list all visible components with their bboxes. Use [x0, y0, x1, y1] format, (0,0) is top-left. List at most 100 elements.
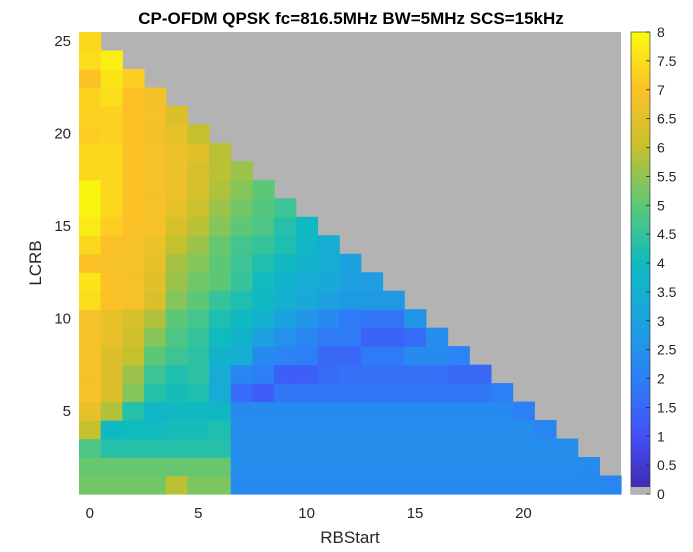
heatmap-cell — [144, 105, 167, 125]
heatmap-cell — [122, 161, 145, 181]
heatmap-cell — [144, 346, 167, 366]
heatmap-cell — [144, 142, 167, 162]
heatmap-cell — [122, 457, 145, 477]
heatmap-cell — [100, 124, 123, 144]
heatmap-cell — [79, 346, 102, 366]
heatmap-cell — [360, 383, 384, 403]
heatmap-cell — [79, 87, 102, 107]
heatmap-cell — [165, 142, 188, 162]
heatmap-cell — [144, 383, 167, 403]
heatmap-cell — [79, 327, 102, 347]
heatmap-cell — [295, 475, 319, 495]
heatmap-cell — [209, 475, 232, 495]
heatmap-cell — [100, 438, 123, 458]
heatmap-cell — [79, 50, 102, 70]
heatmap-cell — [447, 364, 470, 384]
heatmap-cell — [230, 198, 254, 218]
heatmap-cell — [144, 401, 167, 421]
heatmap-cell — [339, 475, 362, 495]
heatmap-cell — [295, 383, 319, 403]
heatmap-cell — [100, 401, 123, 421]
heatmap-cell — [79, 364, 102, 384]
heatmap-cell — [79, 272, 102, 292]
heatmap-cell — [512, 438, 535, 458]
x-axis-label: RBStart — [320, 528, 380, 547]
heatmap-cell — [295, 253, 319, 273]
heatmap-cell — [165, 327, 188, 347]
heatmap-cell — [317, 364, 340, 384]
heatmap-cell — [122, 216, 145, 236]
heatmap-cell — [209, 290, 232, 310]
heatmap-cell — [230, 161, 254, 181]
heatmap-cell — [122, 420, 145, 440]
heatmap-cell — [230, 327, 254, 347]
heatmap-cell — [79, 235, 102, 255]
heatmap-cell — [404, 457, 427, 477]
heatmap-cell — [469, 438, 492, 458]
heatmap-cell — [295, 346, 319, 366]
heatmap-cell — [490, 475, 514, 495]
heatmap-cell — [339, 364, 362, 384]
heatmap-cell — [209, 327, 232, 347]
heatmap-cell — [122, 235, 145, 255]
heatmap-cell — [230, 438, 254, 458]
colorbar-tick-label: 2 — [657, 371, 665, 387]
heatmap-cell — [339, 401, 362, 421]
heatmap-cell — [230, 309, 254, 329]
colorbar-tick-label: 3.5 — [657, 284, 677, 300]
heatmap-cell — [144, 235, 167, 255]
heatmap-cell — [317, 235, 340, 255]
heatmap-cell — [100, 87, 123, 107]
heatmap-cell — [274, 475, 297, 495]
heatmap-cell — [295, 401, 319, 421]
heatmap-cell — [165, 420, 188, 440]
heatmap-cell — [230, 420, 254, 440]
heatmap-cell — [317, 309, 340, 329]
heatmap-cell — [122, 364, 145, 384]
heatmap-cell — [100, 198, 123, 218]
heatmap-cell — [165, 401, 188, 421]
heatmap-cell — [360, 290, 384, 310]
heatmap-cell — [317, 253, 340, 273]
heatmap-cell — [209, 179, 232, 199]
heatmap-cell — [79, 179, 102, 199]
heatmap-cell — [144, 216, 167, 236]
heatmap-cell — [447, 383, 470, 403]
heatmap-cell — [469, 457, 492, 477]
heatmap-cell — [209, 438, 232, 458]
heatmap-cell — [165, 364, 188, 384]
heatmap-cell — [230, 401, 254, 421]
heatmap-cell — [230, 383, 254, 403]
colorbar-tick-label: 4.5 — [657, 226, 677, 242]
heatmap-cell — [187, 364, 210, 384]
colorbar-tick-label: 1.5 — [657, 399, 677, 415]
heatmap-cell — [79, 161, 102, 181]
heatmap-cell — [100, 475, 123, 495]
heatmap-cell — [187, 309, 210, 329]
heatmap-cell — [360, 420, 384, 440]
heatmap-cell — [79, 142, 102, 162]
heatmap-cell — [122, 124, 145, 144]
heatmap-cell — [295, 420, 319, 440]
heatmap-cell — [187, 438, 210, 458]
colorbar-tick-label: 0.5 — [657, 457, 677, 473]
heatmap-cell — [165, 235, 188, 255]
heatmap-cell — [425, 327, 449, 347]
heatmap-cell — [490, 401, 514, 421]
heatmap-cell — [79, 68, 102, 89]
heatmap-cell — [100, 105, 123, 125]
heatmap-cell — [122, 253, 145, 273]
heatmap-cell — [165, 179, 188, 199]
heatmap-cell — [382, 346, 405, 366]
heatmap-cell — [490, 420, 514, 440]
heatmap-cell — [144, 87, 167, 107]
heatmap-cell — [209, 161, 232, 181]
y-tick-label: 25 — [54, 33, 71, 50]
heatmap-cell — [144, 457, 167, 477]
heatmap-cell — [577, 457, 600, 477]
heatmap-cell — [209, 216, 232, 236]
heatmap-cell — [165, 272, 188, 292]
heatmap-cell — [252, 198, 275, 218]
heatmap-cell — [252, 309, 275, 329]
heatmap-cell — [187, 124, 210, 144]
